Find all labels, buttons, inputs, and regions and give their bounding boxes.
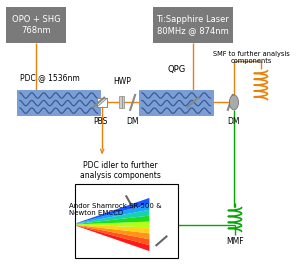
Polygon shape [76,222,149,227]
Text: MMF: MMF [226,237,244,246]
Polygon shape [76,216,149,224]
Polygon shape [76,225,149,239]
Text: DM: DM [127,117,139,126]
Polygon shape [76,225,149,233]
Bar [75,184,178,258]
Bar [119,96,122,109]
Text: Andor Shamrock SR-500 &
Newton EMCCD: Andor Shamrock SR-500 & Newton EMCCD [69,203,161,216]
Bar [97,98,107,107]
Polygon shape [76,226,149,251]
Text: QPG: QPG [167,65,185,74]
Bar [152,7,233,43]
Bar [6,7,66,43]
Bar [122,96,124,109]
Polygon shape [76,198,149,223]
Text: DM: DM [228,117,240,126]
Text: PDC @ 1536nm: PDC @ 1536nm [20,73,80,82]
Text: PDC idler to further
analysis components: PDC idler to further analysis components [80,161,161,180]
Polygon shape [76,210,149,224]
Bar [139,90,214,116]
Bar [17,90,101,116]
Polygon shape [76,225,149,245]
Text: PBS: PBS [93,117,108,126]
Text: HWP: HWP [113,77,131,86]
Ellipse shape [229,95,239,110]
Polygon shape [76,204,149,224]
Text: SMF to further analysis
components: SMF to further analysis components [213,51,290,64]
Text: Ti:Sapphire Laser
80MHz @ 874nm: Ti:Sapphire Laser 80MHz @ 874nm [156,15,229,35]
Text: OPO + SHG
768nm: OPO + SHG 768nm [12,15,60,35]
